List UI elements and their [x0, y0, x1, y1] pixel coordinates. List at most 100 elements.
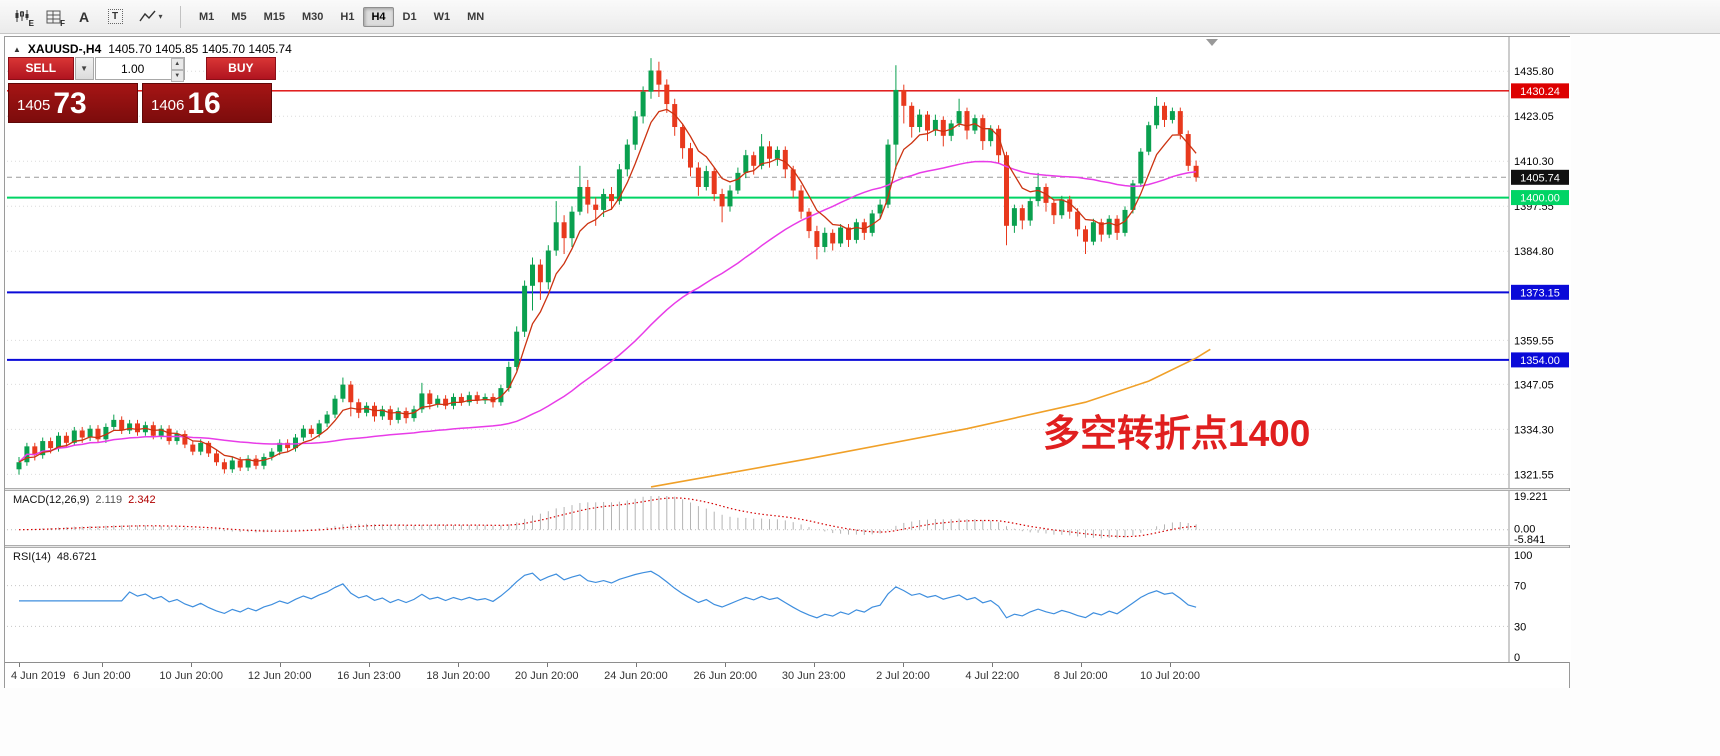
ohlc-values: 1405.70 1405.85 1405.70 1405.74	[108, 42, 292, 56]
chart-annotation: 多空转折点1400	[1043, 413, 1311, 454]
time-axis[interactable]: 4 Jun 2019 6 Jun 20:00 10 Jun 20:00 12 Jun …	[5, 662, 1569, 688]
svg-text:1423.05: 1423.05	[1514, 111, 1554, 123]
icon-sub-f: F	[60, 18, 65, 28]
data-window-icon[interactable]: F	[39, 5, 67, 29]
time-axis-label: 12 Jun 20:00	[247, 670, 312, 682]
symbol-name: XAUUSD-,H4	[27, 42, 102, 56]
grid-glyph	[46, 10, 60, 23]
timeframe-button-H4[interactable]: H4	[363, 6, 394, 27]
rsi-panel-canvas[interactable]: 100 70 30 0	[5, 548, 1571, 662]
macd-signal-value: 2.342	[128, 494, 156, 506]
svg-text:1400.00: 1400.00	[1520, 193, 1560, 205]
toolbar-separator	[180, 5, 181, 28]
time-axis-tick	[368, 663, 370, 667]
time-axis-label: 10 Jul 20:00	[1140, 670, 1200, 682]
time-axis-tick	[1080, 663, 1082, 667]
time-axis-tick	[19, 663, 20, 667]
volume-input[interactable]	[94, 57, 185, 80]
timeframe-button-D1[interactable]: D1	[402, 10, 417, 23]
svg-text:1435.80: 1435.80	[1514, 66, 1554, 78]
svg-text:1410.30: 1410.30	[1514, 156, 1554, 168]
buy-button[interactable]: BUY	[205, 57, 276, 80]
sell-price-display[interactable]: 1405 73	[8, 83, 138, 123]
buy-price-display[interactable]: 1406 16	[142, 83, 272, 123]
volume-dropdown-button[interactable]: ▼	[74, 57, 94, 80]
collapse-arrow-icon[interactable]: ▲	[13, 44, 21, 54]
time-axis-tick	[813, 663, 815, 667]
svg-text:1354.00: 1354.00	[1520, 355, 1560, 367]
svg-text:100: 100	[1514, 550, 1532, 562]
svg-text:70: 70	[1514, 581, 1526, 593]
sell-price-big-figure: 1405	[17, 97, 51, 114]
sell-button[interactable]: SELL	[8, 57, 74, 80]
time-axis-label: 26 Jun 20:00	[693, 670, 758, 682]
time-axis-label: 6 Jun 20:00	[73, 670, 131, 682]
one-click-trade-panel: SELL ▼ ▲ ▼ BUY 1405 73 1406	[8, 57, 276, 123]
timeframe-button-M15[interactable]: M15	[263, 10, 285, 23]
svg-text:19.221: 19.221	[1514, 491, 1548, 503]
time-axis-tick	[992, 663, 994, 667]
time-axis-label: 8 Jul 20:00	[1053, 670, 1108, 682]
time-axis-label: 24 Jun 20:00	[604, 670, 668, 682]
svg-text:1430.24: 1430.24	[1520, 86, 1560, 98]
timeframe-button-W1[interactable]: W1	[433, 10, 451, 23]
rsi-value: 48.6721	[56, 551, 97, 563]
svg-text:1347.05: 1347.05	[1514, 379, 1554, 391]
volume-decrease-button[interactable]: ▼	[170, 70, 184, 82]
volume-increase-button[interactable]: ▲	[170, 58, 184, 70]
svg-text:1359.55: 1359.55	[1514, 335, 1554, 347]
panel-splitter[interactable]	[5, 545, 1569, 548]
letter-t-glyph: T	[107, 9, 123, 24]
svg-text:1373.15: 1373.15	[1520, 287, 1560, 299]
svg-text:1405.74: 1405.74	[1520, 172, 1560, 184]
time-axis-label: 4 Jul 22:00	[965, 670, 1020, 682]
time-axis-tick	[101, 663, 103, 667]
time-axis-label: 10 Jun 20:00	[159, 670, 224, 682]
time-axis-tick	[458, 663, 460, 667]
rsi-label: RSI(14) 48.6721	[13, 551, 97, 563]
macd-label: MACD(12,26,9) 2.119 2.342	[13, 494, 156, 506]
chart-edit-icon[interactable]: E	[8, 5, 36, 29]
text-tool-icon[interactable]: T	[101, 5, 129, 29]
arrow-tool-icon[interactable]: A	[70, 5, 98, 29]
time-axis-tick	[635, 663, 637, 667]
timeframe-toolbar: M1 M5 M15 M30 H1 H4 D1 W1 MN	[191, 6, 492, 27]
panel-splitter[interactable]	[5, 488, 1569, 491]
zigzag-glyph	[139, 10, 157, 22]
time-axis-tick	[725, 663, 727, 667]
time-axis-tick	[279, 663, 281, 667]
symbol-ohlc-line: ▲ XAUUSD-,H4 1405.70 1405.85 1405.70 140…	[13, 42, 292, 56]
toolbar: E F A T ▾ M1 M5 M15 M30 H1 H4 D1 W1 MN	[0, 0, 1720, 34]
line-tools-icon[interactable]: ▾	[132, 5, 170, 29]
svg-text:0.00: 0.00	[1514, 524, 1535, 536]
time-axis-label: 2 Jul 20:00	[876, 670, 930, 682]
time-axis-label: 4 Jun 2019	[11, 670, 66, 682]
icon-sub-e: E	[28, 18, 34, 28]
timeframe-button-M30[interactable]: M30	[301, 10, 324, 23]
volume-spinner: ▲ ▼	[170, 58, 184, 82]
candlestick-glyph	[15, 10, 29, 22]
timeframe-button-MN[interactable]: MN	[467, 10, 485, 23]
time-axis-label: 16 Jun 23:00	[337, 670, 401, 682]
macd-panel-canvas[interactable]: 19.221 0.00-5.841	[5, 491, 1571, 545]
timeframe-button-H1[interactable]: H1	[340, 10, 355, 23]
time-axis-tick	[903, 663, 904, 667]
timeframe-button-M1[interactable]: M1	[199, 10, 215, 23]
letter-a-glyph: A	[78, 8, 90, 25]
time-axis-label: 20 Jun 20:00	[514, 670, 579, 682]
svg-text:-5.841: -5.841	[1514, 534, 1545, 545]
chevron-down-icon: ▾	[158, 12, 163, 21]
svg-text:1334.30: 1334.30	[1514, 424, 1554, 436]
macd-value: 2.119	[95, 494, 123, 506]
rsi-name: RSI(14)	[13, 551, 51, 563]
svg-text:1321.55: 1321.55	[1514, 469, 1554, 481]
time-axis-label: 18 Jun 20:00	[426, 670, 491, 682]
svg-text:1384.80: 1384.80	[1514, 246, 1554, 258]
svg-text:30: 30	[1514, 621, 1526, 633]
time-axis-label: 30 Jun 23:00	[781, 670, 846, 682]
buy-price-big-figure: 1406	[151, 97, 185, 114]
timeframe-button-M5[interactable]: M5	[231, 10, 247, 23]
time-axis-tick	[1170, 663, 1172, 667]
time-axis-tick	[546, 663, 548, 667]
